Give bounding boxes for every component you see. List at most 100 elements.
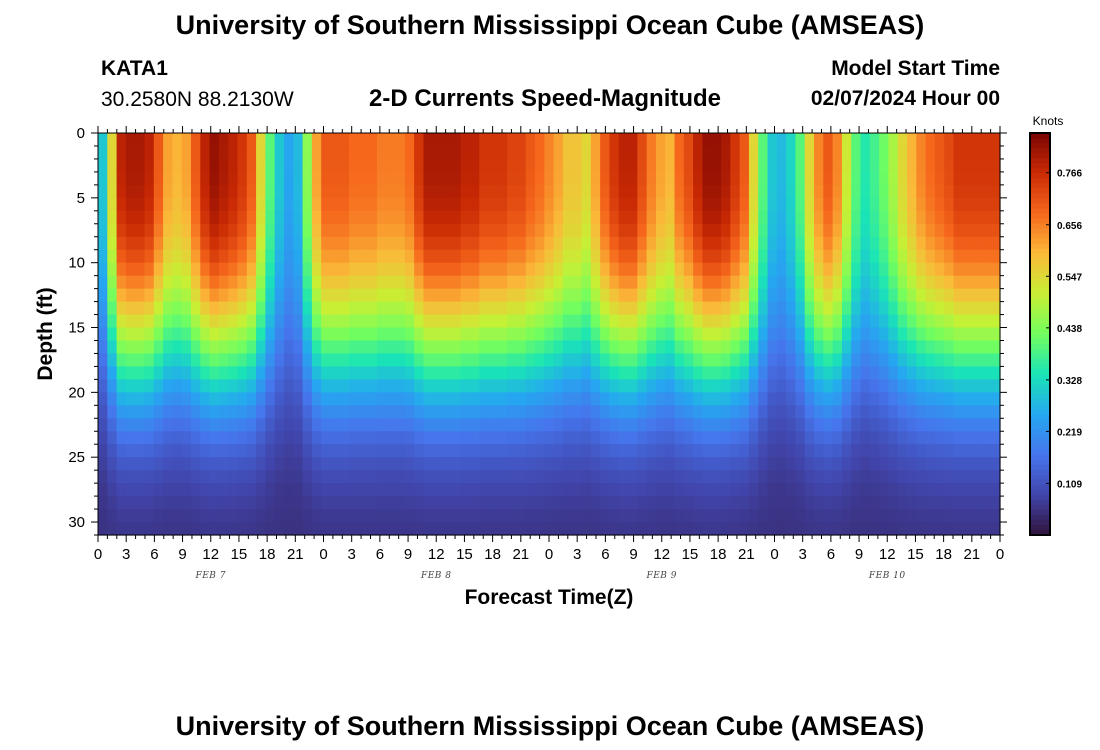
heatmap-cell <box>916 483 927 497</box>
heatmap-cell <box>376 171 387 186</box>
heatmap-cell <box>981 457 992 471</box>
heatmap-cell <box>628 133 638 147</box>
heatmap-cell <box>153 405 164 419</box>
heatmap-cell <box>553 340 564 355</box>
heatmap-cell <box>386 379 397 393</box>
heatmap-cell <box>246 236 257 251</box>
heatmap-cell <box>432 223 443 238</box>
heatmap-cell <box>962 418 973 432</box>
heatmap-cell <box>934 522 945 536</box>
heatmap-cell <box>590 353 601 368</box>
heatmap-cell <box>349 145 359 160</box>
heatmap-cell <box>934 444 945 458</box>
heatmap-cell <box>376 158 387 173</box>
heatmap-cell <box>293 275 304 290</box>
heatmap-cell <box>386 210 397 225</box>
heatmap-cell <box>776 496 787 510</box>
heatmap-cell <box>776 262 787 277</box>
heatmap-cell <box>293 353 304 368</box>
heatmap-cell <box>535 314 545 329</box>
heatmap-cell <box>209 392 220 406</box>
heatmap-cell <box>693 288 704 303</box>
heatmap-cell <box>730 522 741 536</box>
heatmap-cell <box>469 392 480 406</box>
heatmap-cell <box>479 327 490 342</box>
heatmap-cell <box>739 210 750 225</box>
heatmap-cell <box>256 340 266 355</box>
heatmap-cell <box>628 431 638 445</box>
heatmap-cell <box>972 483 982 497</box>
heatmap-cell <box>339 392 350 406</box>
heatmap-cell <box>637 210 648 225</box>
heatmap-cell <box>107 275 118 290</box>
heatmap-cell <box>209 171 220 186</box>
heatmap-cell <box>144 496 155 510</box>
heatmap-cell <box>460 522 471 536</box>
heatmap-cell <box>907 288 917 303</box>
heatmap-cell <box>442 418 452 432</box>
heatmap-cell <box>144 275 155 290</box>
heatmap-cell <box>190 133 201 147</box>
heatmap-cell <box>767 275 778 290</box>
heatmap-cell <box>274 457 285 471</box>
heatmap-cell <box>395 158 406 173</box>
heatmap-cell <box>721 171 731 186</box>
x-tick-label: 3 <box>122 546 130 563</box>
heatmap-cell <box>125 327 136 342</box>
heatmap-cell <box>386 133 397 147</box>
heatmap-cell <box>311 184 322 199</box>
heatmap-cell <box>302 262 313 277</box>
heatmap-cell <box>349 496 359 510</box>
heatmap-cell <box>711 223 722 238</box>
heatmap-cell <box>711 275 722 290</box>
heatmap-cell <box>414 314 425 329</box>
colorbar-segment <box>1030 158 1050 164</box>
heatmap-cell <box>730 431 741 445</box>
heatmap-cell <box>934 457 945 471</box>
heatmap-cell <box>321 223 332 238</box>
heatmap-cell <box>786 483 797 497</box>
heatmap-cell <box>944 288 955 303</box>
heatmap-cell <box>711 327 722 342</box>
heatmap-cell <box>544 353 555 368</box>
heatmap-cell <box>544 275 555 290</box>
colorbar-segment <box>1030 218 1050 225</box>
heatmap-cell <box>432 171 443 186</box>
heatmap-cell <box>581 158 592 173</box>
heatmap-cell <box>646 366 657 380</box>
heatmap-cell <box>349 418 359 432</box>
heatmap-cell <box>125 509 136 523</box>
heatmap-cell <box>758 418 769 432</box>
heatmap-cell <box>646 262 657 277</box>
heatmap-cell <box>944 236 955 251</box>
colorbar-tick-label: 0.438 <box>1057 324 1082 335</box>
heatmap-cell <box>507 133 518 147</box>
heatmap-cell <box>916 210 927 225</box>
heatmap-cell <box>488 340 499 355</box>
heatmap-cell <box>404 314 415 329</box>
heatmap-cell <box>163 314 173 329</box>
colorbar-segment <box>1030 354 1050 360</box>
heatmap-cell <box>135 171 146 186</box>
heatmap-cell <box>423 444 434 458</box>
heatmap-cell <box>981 133 992 147</box>
heatmap-cell <box>311 405 322 419</box>
heatmap-cell <box>776 366 787 380</box>
heatmap-cell <box>218 171 229 186</box>
heatmap-cell <box>572 171 583 186</box>
heatmap-cell <box>163 210 173 225</box>
heatmap-cell <box>414 431 425 445</box>
heatmap-cell <box>786 314 797 329</box>
heatmap-cell <box>953 184 964 199</box>
heatmap-cell <box>414 184 425 199</box>
heatmap-cell <box>488 145 499 160</box>
heatmap-cell <box>488 470 499 484</box>
heatmap-cell <box>460 145 471 160</box>
x-tick-label: 15 <box>231 546 248 563</box>
heatmap-cell <box>907 483 917 497</box>
heatmap-cell <box>404 210 415 225</box>
heatmap-cell <box>869 392 880 406</box>
heatmap-cell <box>181 171 192 186</box>
heatmap-cell <box>953 171 964 186</box>
heatmap-cell <box>581 366 592 380</box>
